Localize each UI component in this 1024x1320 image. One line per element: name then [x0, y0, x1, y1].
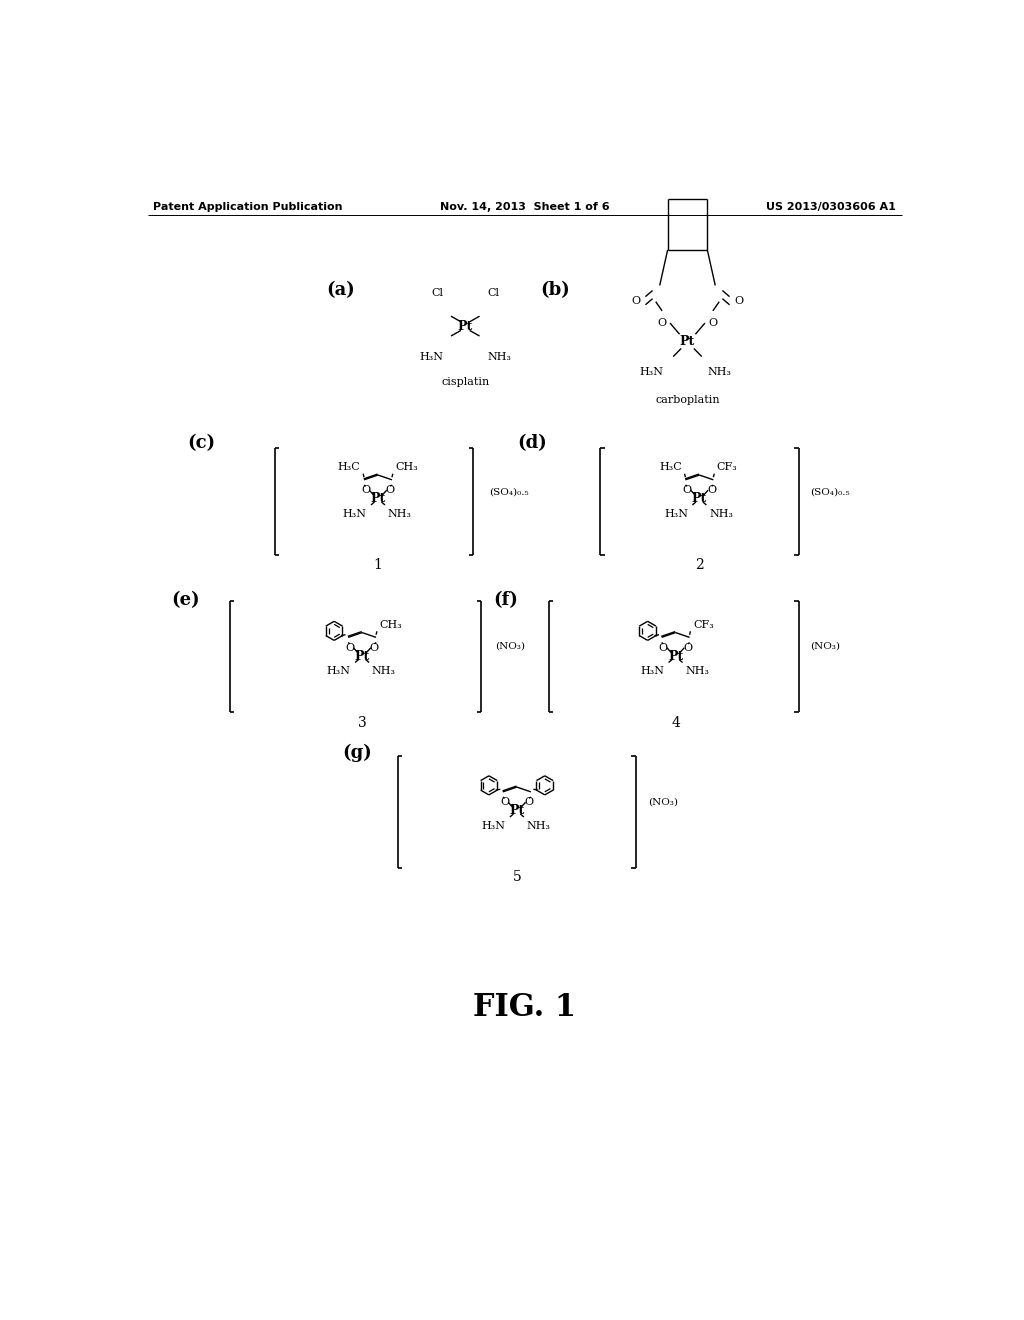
- Text: Pt: Pt: [509, 804, 524, 817]
- Text: 3: 3: [357, 715, 367, 730]
- Text: Pt: Pt: [371, 492, 386, 506]
- Text: O: O: [632, 296, 640, 306]
- Text: (NO₃): (NO₃): [495, 642, 524, 651]
- Text: NH₃: NH₃: [372, 667, 395, 676]
- Text: O: O: [524, 797, 534, 808]
- Text: NH₃: NH₃: [685, 667, 710, 676]
- Text: H₃N: H₃N: [664, 510, 688, 519]
- Text: Pt: Pt: [458, 319, 473, 333]
- Text: Cl: Cl: [487, 288, 500, 297]
- Text: CF₃: CF₃: [693, 619, 714, 630]
- Text: US 2013/0303606 A1: US 2013/0303606 A1: [766, 202, 896, 213]
- Text: NH₃: NH₃: [526, 821, 551, 830]
- Text: Pt: Pt: [692, 492, 707, 506]
- Text: O: O: [370, 643, 379, 653]
- Text: NH₃: NH₃: [708, 367, 731, 376]
- Text: Pt: Pt: [354, 649, 370, 663]
- Text: (SO₄)₀.₅: (SO₄)₀.₅: [811, 487, 850, 496]
- Text: (SO₄)₀.₅: (SO₄)₀.₅: [489, 487, 528, 496]
- Text: 2: 2: [695, 558, 703, 572]
- Text: CH₃: CH₃: [395, 462, 418, 473]
- Text: (d): (d): [517, 434, 547, 451]
- Text: 4: 4: [671, 715, 680, 730]
- Text: (c): (c): [187, 434, 216, 451]
- Text: O: O: [500, 797, 509, 808]
- Text: Pt: Pt: [668, 649, 683, 663]
- Text: O: O: [683, 643, 692, 653]
- Text: O: O: [734, 296, 743, 306]
- Text: Nov. 14, 2013  Sheet 1 of 6: Nov. 14, 2013 Sheet 1 of 6: [440, 202, 609, 213]
- Text: H₃N: H₃N: [343, 510, 367, 519]
- Text: O: O: [345, 643, 354, 653]
- Text: (g): (g): [342, 744, 372, 762]
- Text: H₃C: H₃C: [338, 462, 360, 473]
- Text: O: O: [361, 486, 371, 495]
- Text: O: O: [658, 643, 668, 653]
- Text: H₃N: H₃N: [640, 367, 664, 376]
- Text: O: O: [657, 318, 667, 329]
- Text: O: O: [683, 486, 692, 495]
- Text: H₃C: H₃C: [659, 462, 682, 473]
- Text: CH₃: CH₃: [380, 619, 402, 630]
- Text: O: O: [386, 486, 395, 495]
- Text: O: O: [707, 486, 716, 495]
- Text: H₃N: H₃N: [481, 821, 506, 830]
- Text: (NO₃): (NO₃): [648, 797, 678, 807]
- Text: carboplatin: carboplatin: [655, 395, 720, 405]
- Text: H₃N: H₃N: [327, 667, 351, 676]
- Text: (a): (a): [327, 281, 355, 300]
- Text: O: O: [709, 318, 718, 329]
- Text: Pt: Pt: [680, 335, 695, 348]
- Text: 1: 1: [374, 558, 382, 572]
- Text: Patent Application Publication: Patent Application Publication: [154, 202, 343, 213]
- Text: (e): (e): [172, 591, 201, 610]
- Text: cisplatin: cisplatin: [441, 378, 489, 387]
- Text: (f): (f): [494, 591, 518, 610]
- Text: (NO₃): (NO₃): [811, 642, 841, 651]
- Text: FIG. 1: FIG. 1: [473, 991, 577, 1023]
- Text: (b): (b): [541, 281, 570, 300]
- Text: Cl: Cl: [431, 288, 443, 297]
- Text: H₃N: H₃N: [419, 351, 443, 362]
- Text: NH₃: NH₃: [487, 351, 512, 362]
- Text: H₃N: H₃N: [640, 667, 665, 676]
- Text: 5: 5: [512, 870, 521, 884]
- Text: NH₃: NH₃: [388, 510, 412, 519]
- Text: CF₃: CF₃: [717, 462, 737, 473]
- Text: NH₃: NH₃: [709, 510, 733, 519]
